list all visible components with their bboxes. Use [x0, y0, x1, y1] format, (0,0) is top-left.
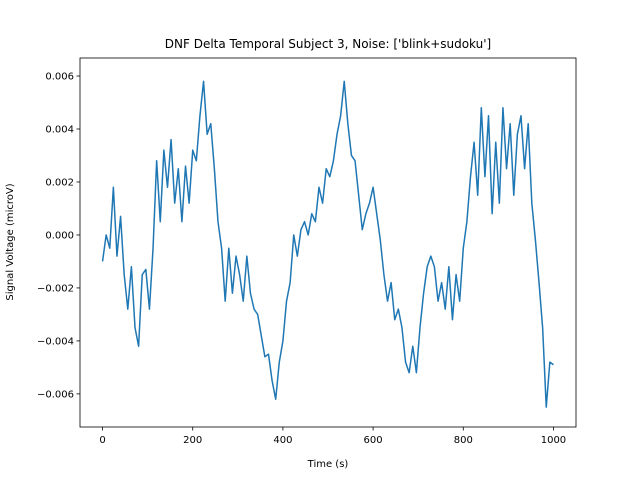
x-tick-label: 400 [273, 435, 292, 446]
x-tick-label: 1000 [541, 435, 566, 446]
y-tick-label: −0.006 [37, 389, 74, 400]
y-tick-label: 0.002 [45, 177, 74, 188]
signal-line [101, 80, 554, 408]
x-axis-label: Time (s) [307, 459, 349, 470]
x-tick-label: 800 [454, 435, 473, 446]
y-tick-label: −0.002 [37, 283, 74, 294]
y-tick-label: 0.006 [45, 72, 74, 83]
y-tick-label: −0.004 [37, 336, 74, 347]
x-tick-label: 0 [99, 435, 105, 446]
plot-frame [79, 57, 577, 428]
y-tick-label: 0.000 [45, 230, 74, 241]
x-tick-label: 200 [183, 435, 202, 446]
x-tick-label: 600 [364, 435, 383, 446]
y-tick-label: 0.004 [45, 124, 74, 135]
y-axis-label: Signal Voltage (microV) [5, 183, 16, 300]
chart-title: DNF Delta Temporal Subject 3, Noise: ['b… [165, 37, 491, 51]
